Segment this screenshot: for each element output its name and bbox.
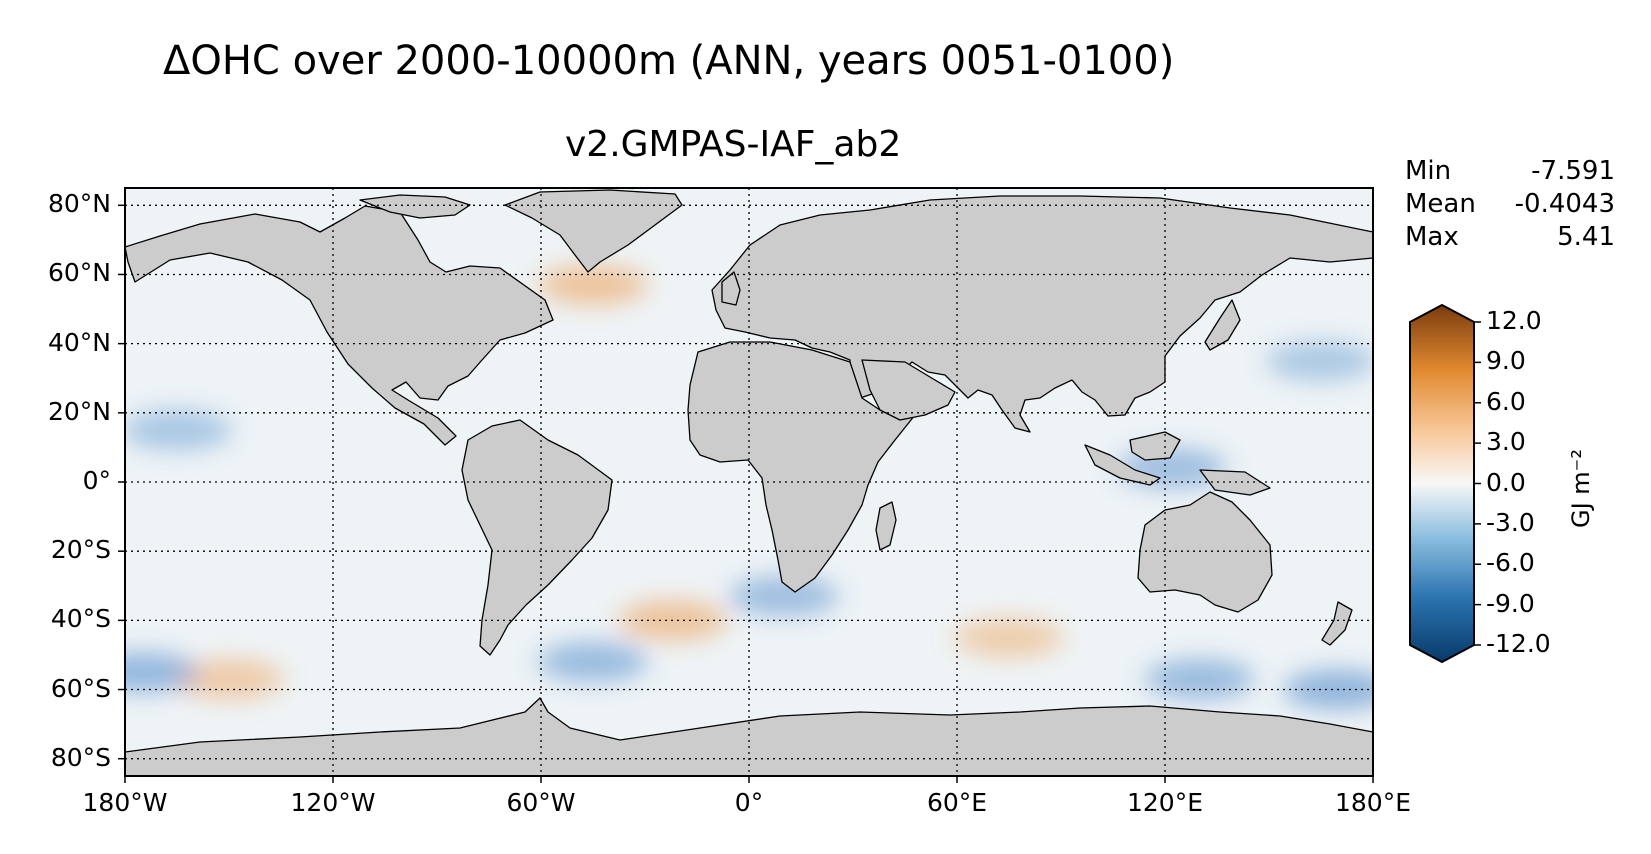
lat-label: 40°S [50,604,111,634]
lat-label: 80°N [47,189,111,219]
figure-title: ΔOHC over 2000-10000m (ANN, years 0051-0… [163,38,1175,84]
lat-label: 20°S [50,535,111,565]
colorbar-unit-label: GJ m⁻² [1567,449,1595,528]
anomaly-blob [1283,669,1373,710]
anomaly-blob [954,617,1064,658]
lat-label: 60°S [50,673,111,703]
stat-max-value: 5.41 [1557,222,1615,252]
anomaly-blob [538,264,648,305]
africa-landmass [687,341,923,593]
colorbar-tick-label: -6.0 [1486,548,1535,578]
land-masses [125,189,1373,776]
anomaly-blob [125,652,198,693]
stat-max-label: Max [1405,222,1459,252]
lon-label: 180°E [1334,788,1412,817]
new-zealand-landmass [1321,601,1353,646]
colorbar-tick-label: 9.0 [1486,346,1526,376]
canadian-archipelago [359,194,471,219]
colorbar-tick-label: -9.0 [1486,588,1535,618]
stat-min-label: Min [1405,156,1452,186]
stat-mean-label: Mean [1405,189,1476,219]
australia-landmass [1137,491,1273,613]
colorbar-tick-label: -3.0 [1486,507,1535,537]
lon-label: 60°E [926,788,988,817]
lat-label: 40°N [47,327,111,357]
stat-max: Max 5.41 [1405,221,1615,254]
panel-subtitle: v2.GMPAS-IAF_ab2 [565,124,902,165]
indonesia-islands [1084,431,1271,496]
anomaly-blob [1266,340,1373,381]
colorbar-tick-label: 12.0 [1486,306,1542,335]
lon-label: 120°W [290,788,376,817]
colorbar [1409,303,1481,664]
stat-mean: Mean -0.4043 [1405,188,1615,221]
lon-label: 0° [734,788,764,817]
colorbar-tick-label: -12.0 [1486,629,1551,658]
stats-box: Min -7.591 Mean -0.4043 Max 5.41 [1405,155,1615,254]
anomaly-blob [174,659,284,700]
japan-landmass [1204,299,1241,351]
colorbar-tick-label: 3.0 [1486,427,1526,457]
lat-label: 60°N [47,258,111,288]
north-america-landmass [125,205,554,446]
colorbar-tick-label: 0.0 [1486,467,1526,497]
madagascar-landmass [875,501,897,551]
anomaly-blob [538,641,648,682]
lat-label: 80°S [50,742,111,772]
lon-label: 180°W [82,788,168,817]
colorbar-scale [1409,303,1475,664]
stat-min-value: -7.591 [1531,156,1615,186]
map-frame [124,187,1374,777]
lon-label: 60°W [506,788,576,817]
anomaly-blob [1144,659,1255,700]
map-panel [118,187,1374,783]
antarctica-landmass [125,697,1373,776]
stat-min: Min -7.591 [1405,155,1615,188]
anomaly-blob [728,576,839,617]
greenland-landmass [504,189,683,273]
arabia-landmass [861,359,956,421]
south-america-landmass [461,419,613,656]
gridlines [118,188,1374,783]
uk-landmass [721,271,741,306]
stat-mean-value: -0.4043 [1514,189,1615,219]
anomaly-blob [125,410,232,451]
colorbar-tick-label: 6.0 [1486,386,1526,416]
lon-label: 120°E [1126,788,1204,817]
lat-label: 0° [82,466,111,495]
lat-label: 20°N [47,396,111,426]
colorbar-ticks [1474,321,1481,646]
